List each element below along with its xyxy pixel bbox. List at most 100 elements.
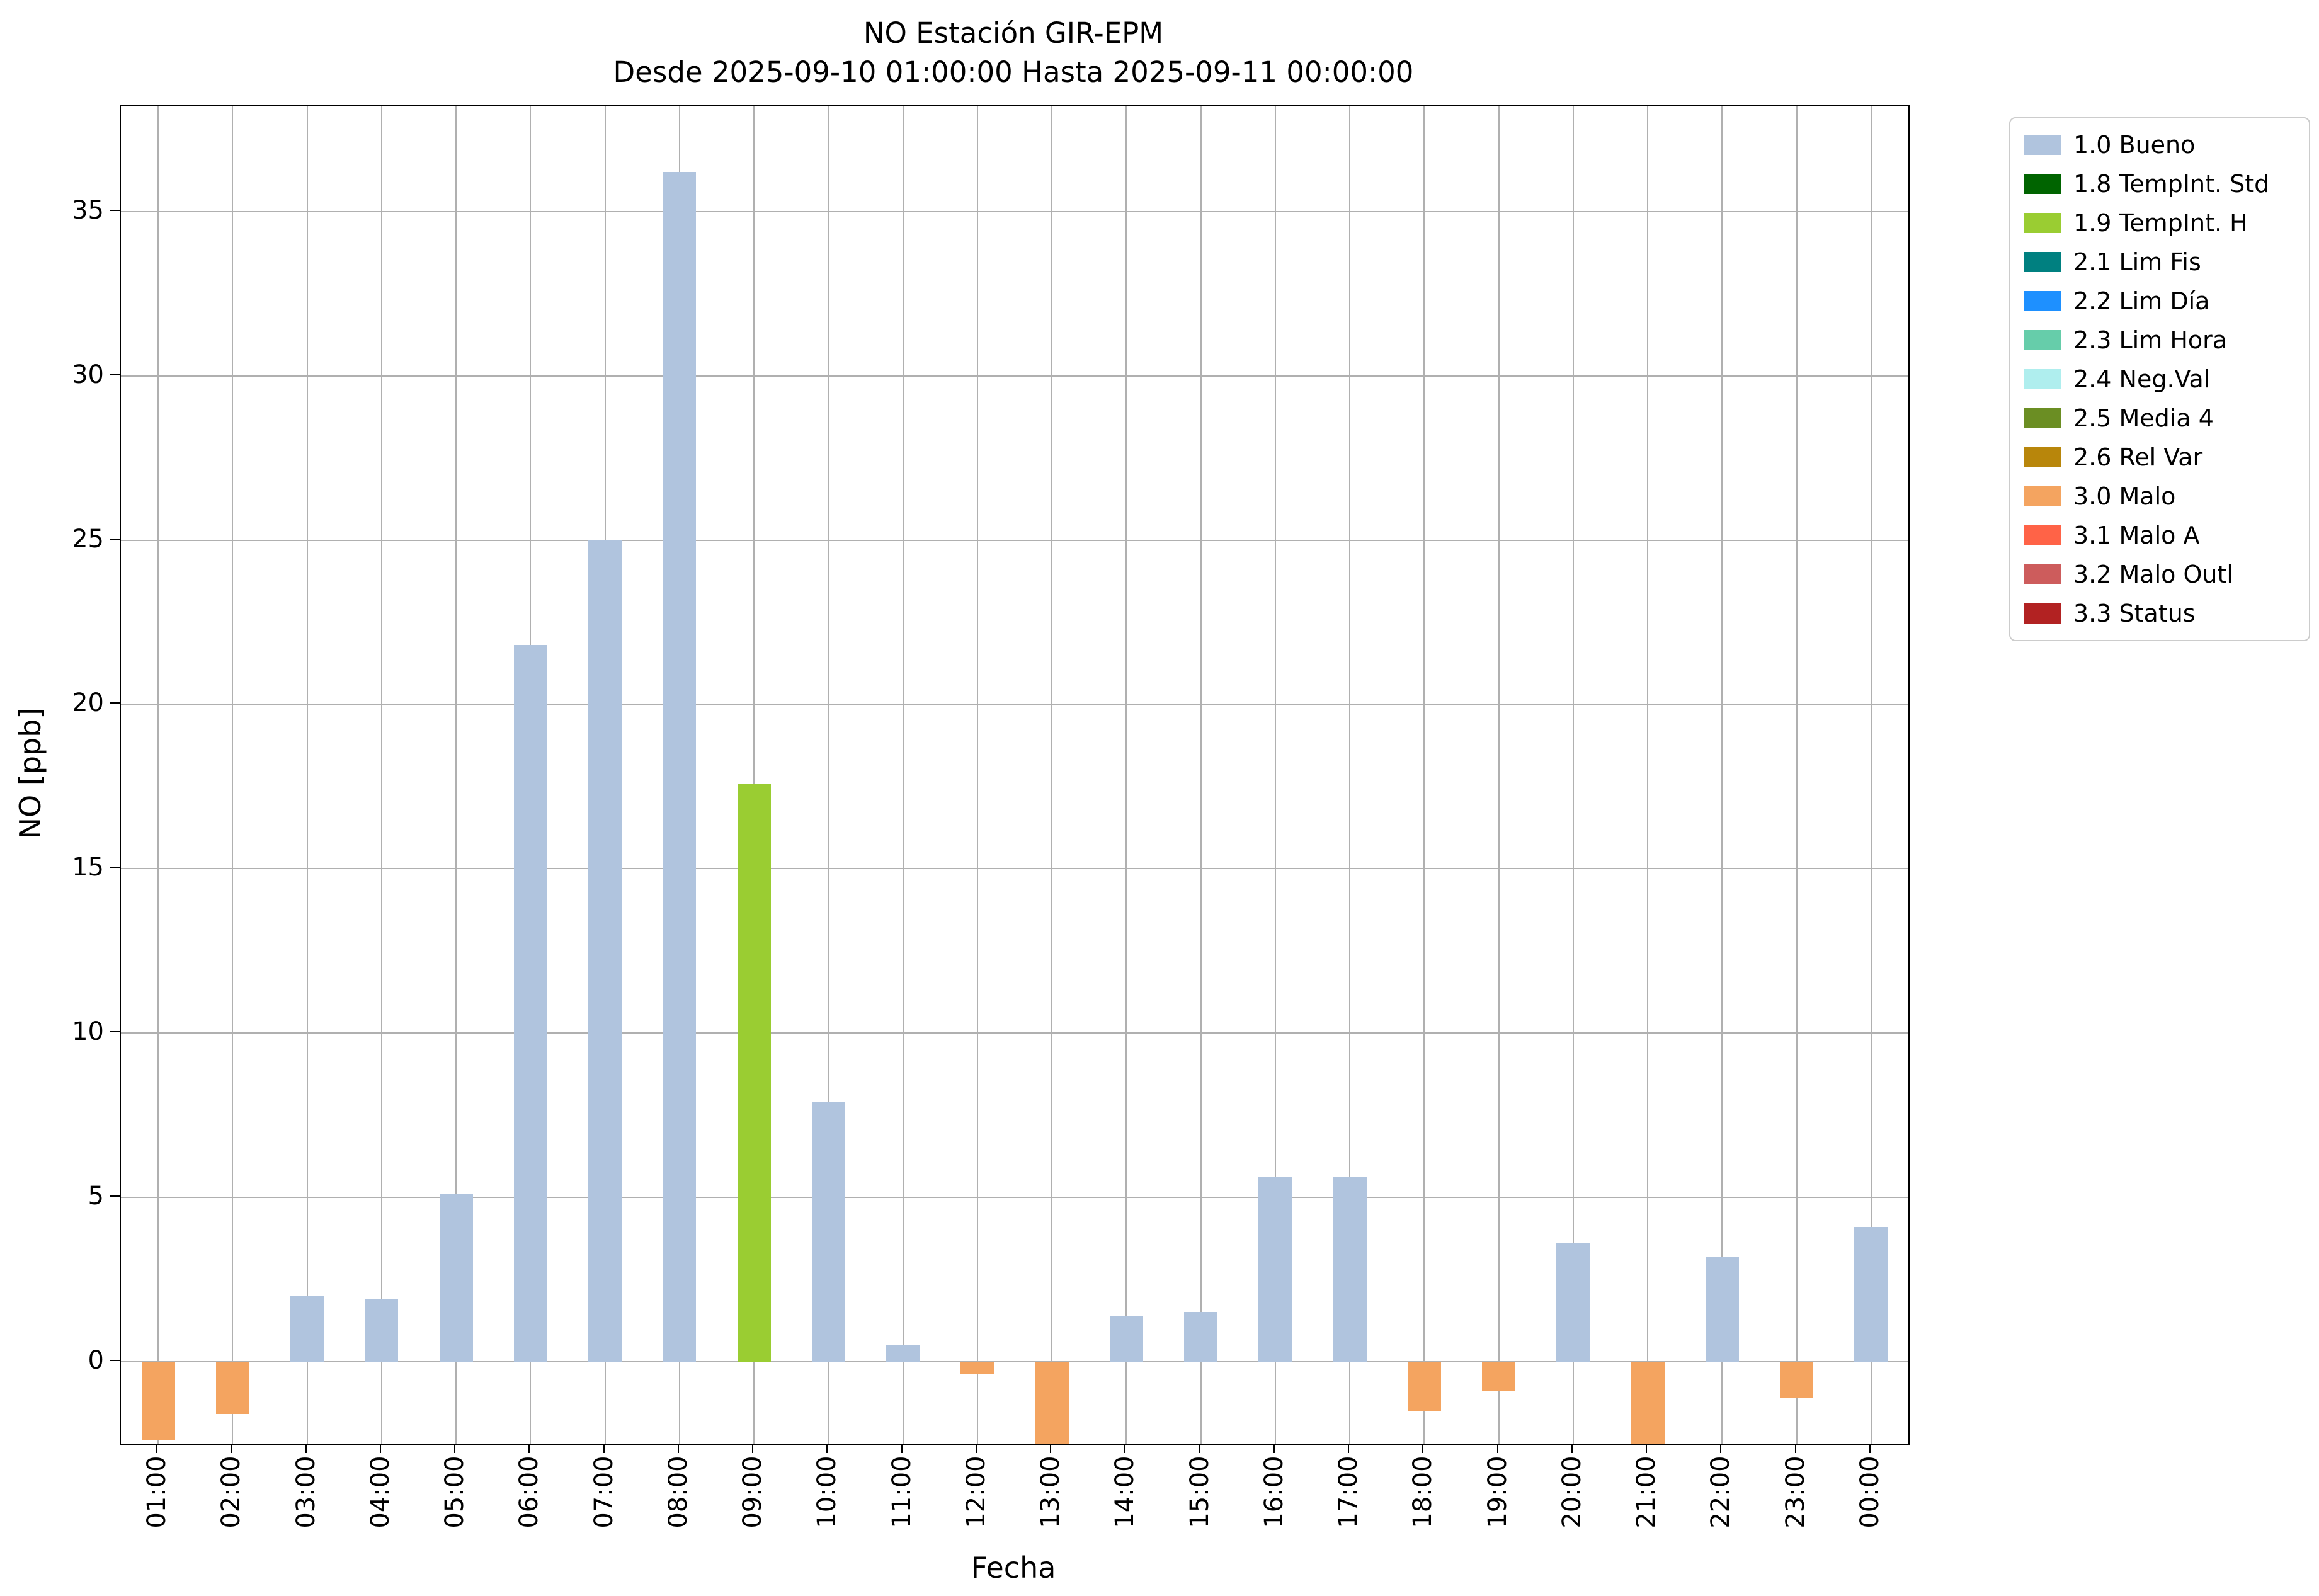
x-tick-mark (603, 1444, 605, 1453)
legend-swatch (2024, 330, 2061, 350)
legend: 1.0 Bueno 1.8 TempInt. Std 1.9 TempInt. H 2… (2009, 117, 2310, 641)
x-tick-label: 11:00 (887, 1456, 916, 1529)
x-tick-mark (1050, 1444, 1052, 1453)
x-tick-label: 05:00 (440, 1456, 470, 1529)
x-tick-mark (901, 1444, 903, 1453)
bar-19:00 (1482, 1361, 1516, 1391)
y-axis-label: NO [ppb] (13, 707, 47, 840)
v-gridline (902, 106, 904, 1444)
legend-item: 2.5 Media 4 (2024, 403, 2295, 433)
y-tick-mark (110, 538, 120, 540)
bar-10:00 (811, 1102, 845, 1362)
bar-14:00 (1109, 1315, 1143, 1362)
x-tick-label: 17:00 (1334, 1456, 1364, 1529)
bar-01:00 (141, 1361, 175, 1440)
legend-swatch (2024, 252, 2061, 272)
x-tick-mark (826, 1444, 828, 1453)
bar-00:00 (1854, 1226, 1888, 1362)
h-gridline (121, 1032, 1908, 1034)
x-tick-mark (454, 1444, 456, 1453)
y-tick-label: 25 (72, 524, 104, 554)
bar-03:00 (290, 1296, 324, 1362)
legend-label: 2.4 Neg.Val (2073, 365, 2211, 393)
h-gridline (121, 375, 1908, 377)
x-tick-label: 02:00 (217, 1456, 246, 1529)
v-gridline (380, 106, 382, 1444)
y-tick-mark (110, 867, 120, 869)
legend-item: 2.1 Lim Fis (2024, 247, 2295, 277)
x-tick-label: 15:00 (1185, 1456, 1214, 1529)
x-tick-mark (752, 1444, 754, 1453)
x-tick-label: 20:00 (1557, 1456, 1587, 1529)
legend-swatch (2024, 135, 2061, 155)
x-tick-mark (305, 1444, 307, 1453)
v-gridline (1200, 106, 1202, 1444)
chart-title-line1: NO Estación GIR-EPM (863, 16, 1164, 50)
y-tick-mark (110, 1030, 120, 1032)
legend-item: 1.0 Bueno (2024, 130, 2295, 160)
x-tick-mark (1422, 1444, 1424, 1453)
h-gridline (121, 1196, 1908, 1198)
legend-swatch (2024, 174, 2061, 194)
y-tick-mark (110, 1195, 120, 1197)
v-gridline (976, 106, 978, 1444)
legend-label: 1.0 Bueno (2073, 131, 2196, 159)
chart-title: NO Estación GIR-EPM Desde 2025-09-10 01:… (613, 14, 1414, 92)
x-tick-mark (1646, 1444, 1648, 1453)
bar-16:00 (1258, 1177, 1292, 1362)
bar-23:00 (1780, 1361, 1814, 1398)
plot-area (120, 105, 1910, 1445)
x-tick-mark (1794, 1444, 1796, 1453)
x-tick-mark (379, 1444, 381, 1453)
legend-label: 3.1 Malo A (2073, 522, 2200, 549)
legend-swatch (2024, 369, 2061, 389)
y-tick-label: 30 (72, 360, 104, 389)
legend-label: 3.0 Malo (2073, 482, 2176, 510)
h-gridline (121, 868, 1908, 870)
x-tick-mark (1199, 1444, 1200, 1453)
legend-item: 1.9 TempInt. H (2024, 208, 2295, 238)
y-tick-mark (110, 373, 120, 375)
x-tick-label: 03:00 (291, 1456, 321, 1529)
legend-label: 2.6 Rel Var (2073, 443, 2203, 471)
x-tick-mark (1869, 1444, 1871, 1453)
h-gridline (121, 1360, 1908, 1362)
v-gridline (232, 106, 234, 1444)
x-tick-label: 08:00 (663, 1456, 693, 1529)
v-gridline (1498, 106, 1500, 1444)
legend-label: 2.1 Lim Fis (2073, 248, 2201, 276)
legend-item: 2.6 Rel Var (2024, 442, 2295, 472)
x-tick-label: 23:00 (1781, 1456, 1810, 1529)
legend-item: 2.2 Lim Día (2024, 286, 2295, 316)
legend-swatch (2024, 213, 2061, 233)
legend-swatch (2024, 291, 2061, 311)
x-tick-label: 19:00 (1483, 1456, 1512, 1529)
legend-item: 1.8 TempInt. Std (2024, 169, 2295, 199)
bar-21:00 (1631, 1361, 1665, 1444)
legend-item: 2.3 Lim Hora (2024, 325, 2295, 355)
y-tick-label: 0 (88, 1345, 104, 1375)
bar-08:00 (663, 172, 697, 1362)
bar-02:00 (215, 1361, 249, 1415)
x-tick-label: 07:00 (589, 1456, 618, 1529)
bar-06:00 (513, 645, 547, 1362)
x-tick-mark (1124, 1444, 1126, 1453)
v-gridline (1125, 106, 1127, 1444)
v-gridline (1423, 106, 1425, 1444)
x-axis-label: Fecha (971, 1551, 1056, 1585)
legend-item: 2.4 Neg.Val (2024, 364, 2295, 394)
legend-swatch (2024, 447, 2061, 467)
x-tick-label: 16:00 (1259, 1456, 1289, 1529)
x-tick-label: 10:00 (812, 1456, 842, 1529)
v-gridline (1870, 106, 1872, 1444)
legend-swatch (2024, 564, 2061, 584)
legend-swatch (2024, 486, 2061, 506)
bar-20:00 (1556, 1243, 1590, 1362)
x-tick-label: 22:00 (1706, 1456, 1736, 1529)
x-tick-label: 13:00 (1036, 1456, 1066, 1529)
legend-item: 3.3 Status (2024, 598, 2295, 629)
v-gridline (1572, 106, 1574, 1444)
v-gridline (1274, 106, 1276, 1444)
v-gridline (1647, 106, 1649, 1444)
